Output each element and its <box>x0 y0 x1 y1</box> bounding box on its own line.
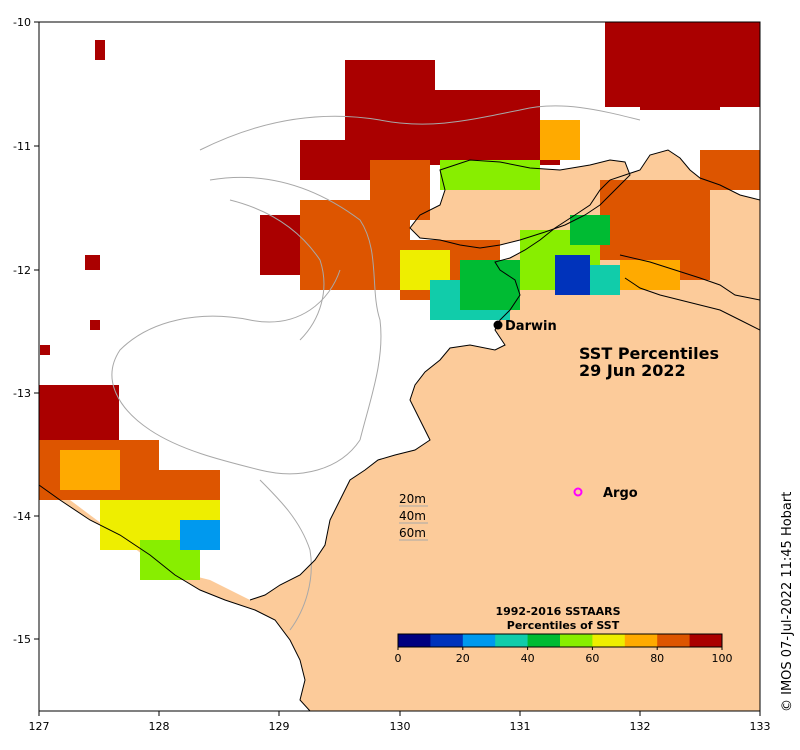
map-title-line2: 29 Jun 2022 <box>579 361 686 380</box>
colorbar-tick-label: 20 <box>456 652 470 665</box>
depth-20m-label: 20m <box>399 492 426 506</box>
depth-60m-label: 60m <box>399 526 426 540</box>
depth-40m-label: 40m <box>399 509 426 523</box>
colorbar-tick-label: 0 <box>395 652 402 665</box>
x-tick-label: 129 <box>269 720 290 733</box>
depth-legend: 20m 40m 60m <box>399 492 428 541</box>
imos-credit: © IMOS 07-Jul-2022 11:45 Hobart <box>780 492 795 712</box>
colorbar-tick-label: 100 <box>712 652 733 665</box>
colorbar-swatch <box>430 634 464 647</box>
darwin-marker <box>493 320 503 330</box>
colorbar-title-line2: Percentiles of SST <box>507 619 620 632</box>
colorbar-swatches <box>398 634 723 647</box>
colorbar-tick-label: 40 <box>521 652 535 665</box>
colorbar-tick-label: 60 <box>585 652 599 665</box>
colorbar-swatch <box>560 634 593 647</box>
y-tick-label: -11 <box>13 140 31 153</box>
colorbar-tick-label: 80 <box>650 652 664 665</box>
y-tick-label: -14 <box>13 510 31 523</box>
x-tick-label: 132 <box>630 720 651 733</box>
x-tick-label: 130 <box>390 720 411 733</box>
x-axis: 127 128 129 130 131 132 133 <box>29 711 771 733</box>
argo-marker-icon <box>573 487 583 497</box>
y-axis: -10 -11 -12 -13 -14 -15 <box>13 16 39 646</box>
x-tick-label: 131 <box>510 720 531 733</box>
colorbar-swatch <box>657 634 691 647</box>
colorbar-swatch <box>689 634 723 647</box>
colorbar-ticks: 0 20 40 60 80 100 <box>395 647 733 665</box>
colorbar-swatch <box>462 634 496 647</box>
darwin-label: Darwin <box>505 319 557 334</box>
colorbar-swatch <box>495 634 529 647</box>
argo-label: Argo <box>603 486 638 501</box>
y-tick-label: -12 <box>13 264 31 277</box>
x-tick-label: 127 <box>29 720 50 733</box>
y-tick-label: -10 <box>13 16 31 29</box>
colorbar-swatch <box>624 634 658 647</box>
colorbar-frame <box>397 633 723 648</box>
colorbar-swatch <box>527 634 561 647</box>
x-tick-label: 128 <box>149 720 170 733</box>
colorbar: 1992-2016 SSTAARS Percentiles of SST 0 20… <box>395 605 733 665</box>
bathymetry-contours <box>111 105 641 631</box>
colorbar-title-line1: 1992-2016 SSTAARS <box>495 605 620 618</box>
y-tick-label: -13 <box>13 387 31 400</box>
x-tick-label: 133 <box>750 720 771 733</box>
colorbar-swatch <box>398 634 431 647</box>
sst-pixels <box>39 22 760 580</box>
map-title-line1: SST Percentiles <box>579 344 719 363</box>
colorbar-swatch <box>592 634 626 647</box>
y-tick-label: -15 <box>13 633 31 646</box>
